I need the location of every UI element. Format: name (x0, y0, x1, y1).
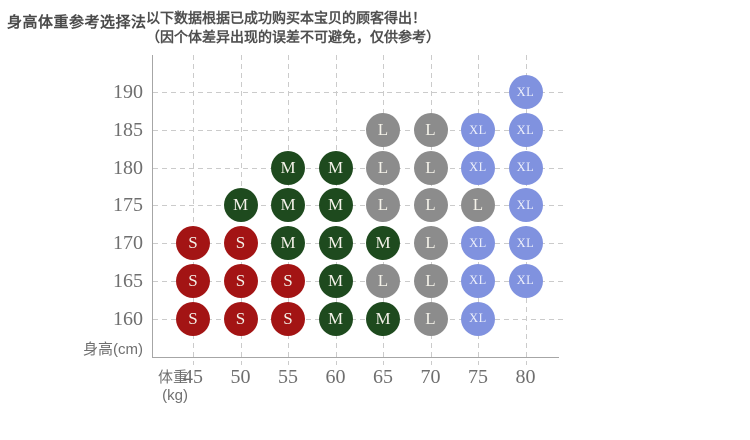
h-gridline (153, 130, 566, 131)
size-dot-s: S (223, 226, 258, 261)
h-gridline (153, 92, 566, 94)
x-tick-label: 65 (373, 366, 393, 388)
y-tick-label: 170 (113, 232, 143, 255)
size-dot-s: S (176, 263, 210, 298)
size-dot-s: S (271, 263, 305, 298)
size-dot-s: S (271, 301, 305, 336)
size-dot-xl: XL (508, 263, 543, 298)
size-dot-m: M (271, 150, 305, 185)
x-tick-label: 60 (325, 366, 346, 388)
size-dot-l: L (461, 188, 495, 223)
size-dot-xl: XL (508, 188, 543, 223)
size-dot-xl: XL (461, 301, 495, 336)
size-dot-l: L (366, 188, 400, 223)
size-dot-l: L (366, 263, 400, 298)
size-dot-s: S (176, 226, 210, 261)
y-tick-label: 190 (113, 81, 143, 104)
v-gridline (193, 55, 194, 365)
size-dot-l: L (413, 188, 448, 223)
y-tick-label: 175 (113, 194, 143, 217)
y-tick-label: 165 (113, 269, 143, 292)
x-tick-label: 80 (515, 366, 536, 388)
size-dot-m: M (318, 301, 353, 336)
size-dot-l: L (366, 113, 400, 147)
size-dot-xl: XL (461, 263, 495, 298)
size-dot-l: L (413, 150, 448, 185)
page-title: 身高体重参考选择法 (7, 14, 147, 31)
h-gridline (153, 243, 566, 245)
size-dot-l: L (413, 226, 448, 261)
h-gridline (153, 318, 566, 320)
y-tick-label: 185 (113, 119, 143, 141)
size-dot-xl: XL (461, 226, 495, 261)
size-dot-s: S (176, 301, 210, 336)
h-gridline (153, 280, 566, 282)
y-axis-label: 身高(cm) (83, 341, 143, 358)
chart-note-line2: （因个体差异出现的误差不可避免，仅供参考） (146, 29, 440, 45)
x-tick-label: 75 (468, 366, 488, 388)
size-dot-xl: XL (461, 150, 495, 185)
x-axis-line (152, 357, 559, 358)
x-axis-label: 体重(kg) (157, 369, 188, 404)
size-dot-xl: XL (508, 150, 543, 185)
y-tick-label: 160 (113, 307, 143, 330)
size-dot-s: S (223, 263, 258, 298)
size-dot-xl: XL (461, 113, 495, 147)
size-dot-l: L (413, 263, 448, 298)
size-dot-l: L (413, 113, 448, 147)
size-dot-l: L (413, 301, 448, 336)
chart-note: 以下数据根据已成功购买本宝贝的顾客得出！ （因个体差异出现的误差不可避免，仅供参… (146, 9, 440, 47)
size-dot-s: S (223, 301, 258, 336)
chart-note-line1: 以下数据根据已成功购买本宝贝的顾客得出！ (146, 10, 426, 26)
size-dot-m: M (318, 150, 353, 185)
size-dot-m: M (366, 301, 400, 336)
size-dot-m: M (271, 226, 305, 261)
x-tick-label: 70 (420, 366, 441, 388)
h-gridline (153, 205, 566, 207)
x-tick-label: 55 (278, 366, 298, 388)
y-axis-line (152, 55, 153, 358)
size-dot-m: M (318, 226, 353, 261)
x-tick-label: 50 (230, 366, 251, 388)
size-dot-m: M (271, 188, 305, 223)
size-dot-l: L (366, 150, 400, 185)
size-dot-xl: XL (508, 226, 543, 261)
y-tick-label: 180 (113, 156, 143, 179)
size-dot-m: M (318, 188, 353, 223)
size-dot-xl: XL (508, 113, 543, 147)
size-dot-m: M (318, 263, 353, 298)
size-dot-xl: XL (508, 75, 543, 110)
x-tick-label: 45 (183, 366, 203, 388)
size-dot-m: M (366, 226, 400, 261)
h-gridline (153, 167, 566, 169)
size-dot-m: M (223, 188, 258, 223)
